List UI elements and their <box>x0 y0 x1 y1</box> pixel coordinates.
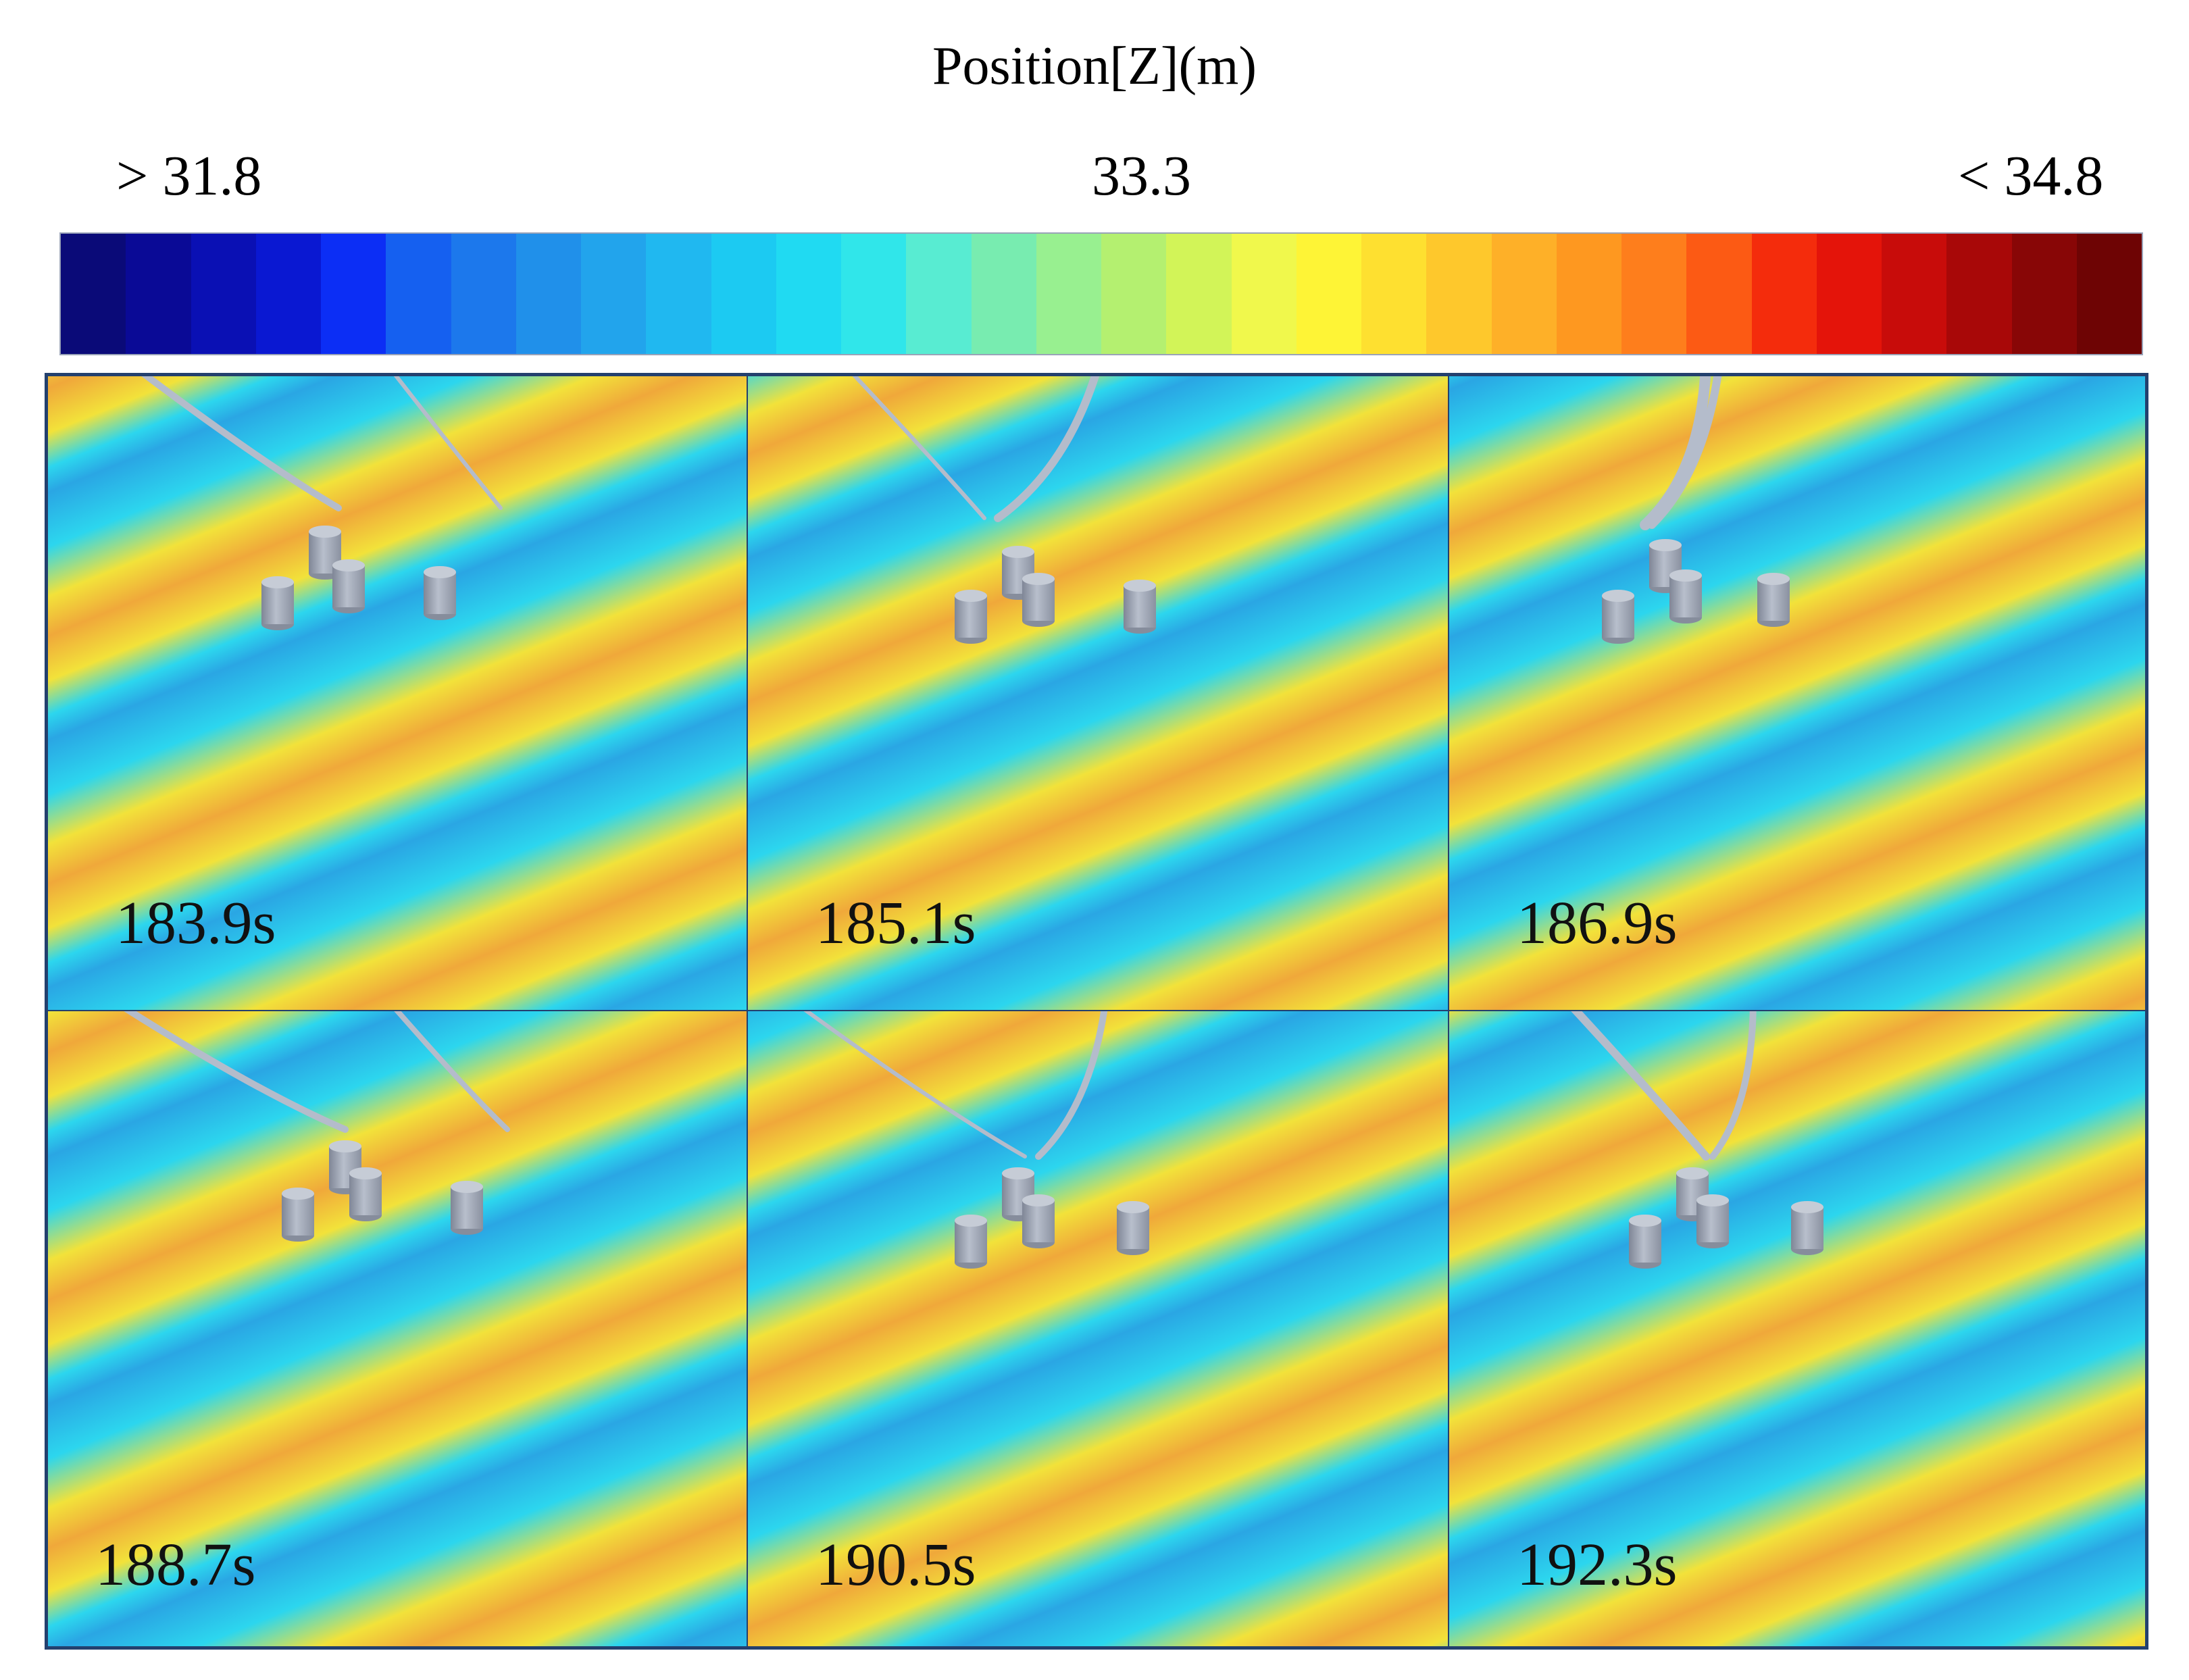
snapshot-panel: 190.5s <box>747 1010 1449 1648</box>
cylinder-column <box>955 590 987 644</box>
snapshot-panel: 186.9s <box>1448 375 2146 1011</box>
cylinder-column <box>1022 1194 1055 1248</box>
mooring-line <box>994 376 1100 522</box>
cylinder-column <box>1629 1215 1661 1269</box>
wave-field <box>748 376 1448 1010</box>
snapshot-grid: 183.9s 185.1s 186.9s 188.7s 190.5s 192.3… <box>45 373 2148 1650</box>
free-surface-elevation <box>748 376 1448 1010</box>
colorbar-segment <box>1166 234 1232 354</box>
mooring-line <box>1035 1011 1108 1160</box>
snapshot-panel: 185.1s <box>747 375 1449 1011</box>
cylinder-column <box>261 576 294 630</box>
colorbar-segment <box>1621 234 1687 354</box>
colorbar-max-label: < 34.8 <box>1958 145 2104 207</box>
mooring-line <box>803 1011 1027 1159</box>
cylinder-column <box>282 1188 314 1242</box>
colorbar-segment <box>451 234 516 354</box>
colorbar-segment <box>1686 234 1752 354</box>
cylinder-column <box>349 1167 382 1221</box>
colorbar-segment <box>581 234 647 354</box>
cylinder-column <box>1124 580 1156 634</box>
cylinder-column <box>332 559 365 613</box>
cylinder-column <box>1696 1194 1729 1248</box>
colorbar-segment <box>1036 234 1101 354</box>
colorbar-segment <box>515 234 581 354</box>
mooring-line <box>1709 1011 1757 1160</box>
cylinder-column <box>451 1181 483 1235</box>
colorbar-segment <box>1946 234 2012 354</box>
wave-field <box>48 376 747 1010</box>
mooring-line <box>852 376 986 520</box>
time-label: 185.1s <box>815 890 976 957</box>
mooring-line <box>1640 376 1711 530</box>
free-surface-elevation <box>48 376 747 1010</box>
colorbar-segment <box>321 234 386 354</box>
wave-field <box>48 1011 747 1646</box>
snapshot-panel: 183.9s <box>47 375 748 1011</box>
colorbar-segment <box>126 234 191 354</box>
colorbar-segment <box>1231 234 1297 354</box>
colorbar-segment <box>1751 234 1817 354</box>
wave-field <box>1449 376 2145 1010</box>
colorbar-segment <box>386 234 451 354</box>
colorbar-segment <box>841 234 907 354</box>
cylinder-column <box>1757 573 1790 627</box>
cylinder-column <box>1791 1201 1823 1255</box>
mooring-line <box>141 376 342 511</box>
colorbar-segment <box>255 234 321 354</box>
free-surface-elevation <box>748 1011 1448 1646</box>
cylinder-column <box>1602 590 1634 644</box>
colorbar-segment <box>2011 234 2077 354</box>
mooring-line <box>1571 1011 1710 1161</box>
time-label: 186.9s <box>1517 890 1678 957</box>
colorbar-segment <box>191 234 256 354</box>
mooring-line <box>394 1011 510 1132</box>
colorbar-segment <box>2076 234 2142 354</box>
colorbar-title: Position[Z](m) <box>932 36 1257 96</box>
colorbar-min-label: > 31.8 <box>116 145 262 207</box>
wave-field <box>748 1011 1448 1646</box>
free-surface-elevation <box>1449 376 2145 1010</box>
colorbar-segment <box>1491 234 1557 354</box>
time-label: 183.9s <box>116 890 276 957</box>
colorbar-segment <box>971 234 1036 354</box>
colorbar-segment <box>1426 234 1492 354</box>
cylinder-column <box>424 566 456 620</box>
cylinder-column <box>1022 573 1055 627</box>
colorbar-segment <box>61 234 126 354</box>
time-label: 188.7s <box>95 1531 256 1598</box>
time-label: 192.3s <box>1517 1531 1678 1598</box>
mooring-line <box>393 376 503 510</box>
colorbar-segment <box>711 234 776 354</box>
colorbar-segment <box>906 234 972 354</box>
cylinder-column <box>1117 1201 1149 1255</box>
cylinder-column <box>955 1215 987 1269</box>
free-surface-elevation <box>48 1011 747 1646</box>
mooring-line <box>1648 376 1722 529</box>
colorbar-segment <box>1361 234 1427 354</box>
colorbar-segment <box>1556 234 1621 354</box>
colorbar-segment <box>776 234 841 354</box>
free-surface-elevation <box>1449 1011 2145 1646</box>
colorbar-segment <box>1816 234 1882 354</box>
cylinder-column <box>1002 546 1034 600</box>
time-label: 190.5s <box>815 1531 976 1598</box>
snapshot-panel: 188.7s <box>47 1010 748 1648</box>
cylinder-column <box>309 526 341 580</box>
wave-field <box>1449 1011 2145 1646</box>
mooring-line <box>124 1011 349 1133</box>
colorbar-segment <box>1882 234 1947 354</box>
snapshot-panel: 192.3s <box>1448 1010 2146 1648</box>
colorbar-mid-label: 33.3 <box>1092 145 1191 207</box>
colorbar-segment <box>646 234 711 354</box>
colorbar <box>61 234 2142 354</box>
cylinder-column <box>1669 569 1702 623</box>
colorbar-segment <box>1296 234 1361 354</box>
colorbar-segment <box>1101 234 1167 354</box>
